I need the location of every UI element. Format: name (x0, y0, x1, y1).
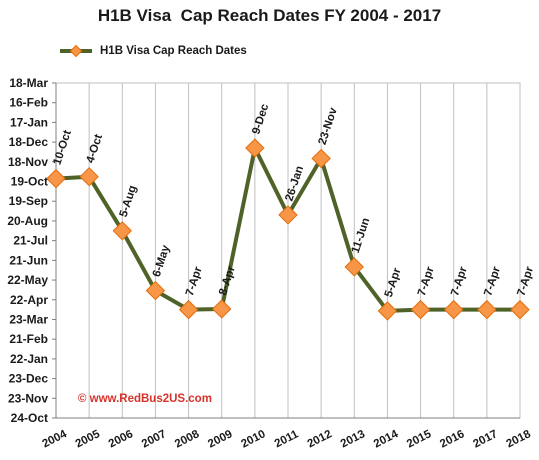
data-point (344, 257, 364, 277)
x-tick-label: 2014 (372, 428, 401, 451)
data-point (311, 148, 331, 169)
x-tick-label: 2006 (107, 428, 135, 450)
data-label: 9-Dec (250, 102, 271, 136)
y-tick-label: 19-Oct (11, 175, 48, 189)
x-tick-label: 2018 (505, 428, 534, 451)
data-label: 7-Apr (449, 265, 470, 298)
x-tick-label: 2011 (273, 428, 301, 450)
data-label: 7-Apr (482, 265, 503, 298)
data-label: 7-Apr (416, 265, 437, 298)
x-tick-label: 2017 (471, 428, 499, 450)
y-tick-label: 18-Nov (8, 155, 48, 169)
watermark-text: © www.RedBus2US.com (78, 393, 212, 405)
legend: H1B Visa Cap Reach Dates (60, 42, 247, 60)
data-point (212, 299, 232, 319)
y-tick-label: 23-Nov (8, 391, 48, 405)
x-tick-label: 2010 (239, 428, 267, 450)
data-label: 8-Apr (217, 264, 238, 297)
data-label: 10-Oct (51, 129, 74, 167)
y-tick-label: 22-May (7, 273, 48, 287)
x-tick-label: 2016 (438, 428, 466, 450)
y-tick-label: 20-Aug (7, 214, 48, 228)
legend-line-marker-icon (60, 44, 92, 58)
y-tick-label: 17-Jan (10, 115, 48, 129)
data-label: 5-Apr (383, 266, 404, 299)
x-tick-label: 2004 (41, 428, 70, 451)
y-tick-label: 21-Jul (13, 234, 48, 248)
legend-label: H1B Visa Cap Reach Dates (100, 45, 247, 57)
x-tick-label: 2013 (339, 428, 367, 450)
x-tick-label: 2008 (173, 428, 202, 451)
y-tick-label: 19-Sep (9, 194, 48, 208)
data-point (245, 138, 265, 158)
data-label: 7-Apr (515, 265, 536, 298)
y-tick-label: 23-Mar (9, 312, 48, 326)
data-label: 11-Jun (350, 216, 373, 254)
data-point (410, 299, 431, 320)
data-label: 6-May (151, 243, 173, 278)
data-point (79, 166, 99, 187)
data-point (112, 221, 132, 241)
x-tick-label: 2015 (405, 428, 434, 451)
y-tick-label: 22-Apr (10, 293, 48, 307)
data-point (510, 299, 530, 320)
y-tick-label: 23-Dec (9, 372, 49, 386)
data-label: 4-Oct (85, 133, 106, 165)
data-point (278, 205, 298, 225)
data-label: 5-Aug (118, 184, 139, 219)
y-tick-label: 18-Mar (9, 76, 48, 90)
data-point (178, 299, 199, 320)
data-label: 7-Apr (184, 265, 205, 298)
data-point (444, 299, 464, 320)
data-point (46, 168, 66, 189)
data-point (477, 299, 497, 320)
data-point (377, 301, 398, 321)
y-tick-label: 24-Oct (11, 411, 48, 425)
x-tick-label: 2009 (206, 428, 234, 450)
y-tick-label: 22-Jan (10, 352, 48, 366)
y-tick-label: 16-Feb (9, 96, 48, 110)
x-tick-label: 2007 (140, 428, 168, 450)
x-tick-label: 2012 (306, 428, 334, 450)
y-tick-label: 21-Feb (9, 332, 48, 346)
data-label: 26-Jan (283, 164, 306, 202)
data-point (145, 280, 166, 301)
chart-title: H1B Visa Cap Reach Dates FY 2004 - 2017 (97, 6, 442, 25)
data-label: 23-Nov (317, 106, 340, 147)
y-tick-label: 21-Jun (9, 253, 48, 267)
x-tick-label: 2005 (74, 428, 103, 451)
y-tick-label: 18-Dec (9, 135, 49, 149)
